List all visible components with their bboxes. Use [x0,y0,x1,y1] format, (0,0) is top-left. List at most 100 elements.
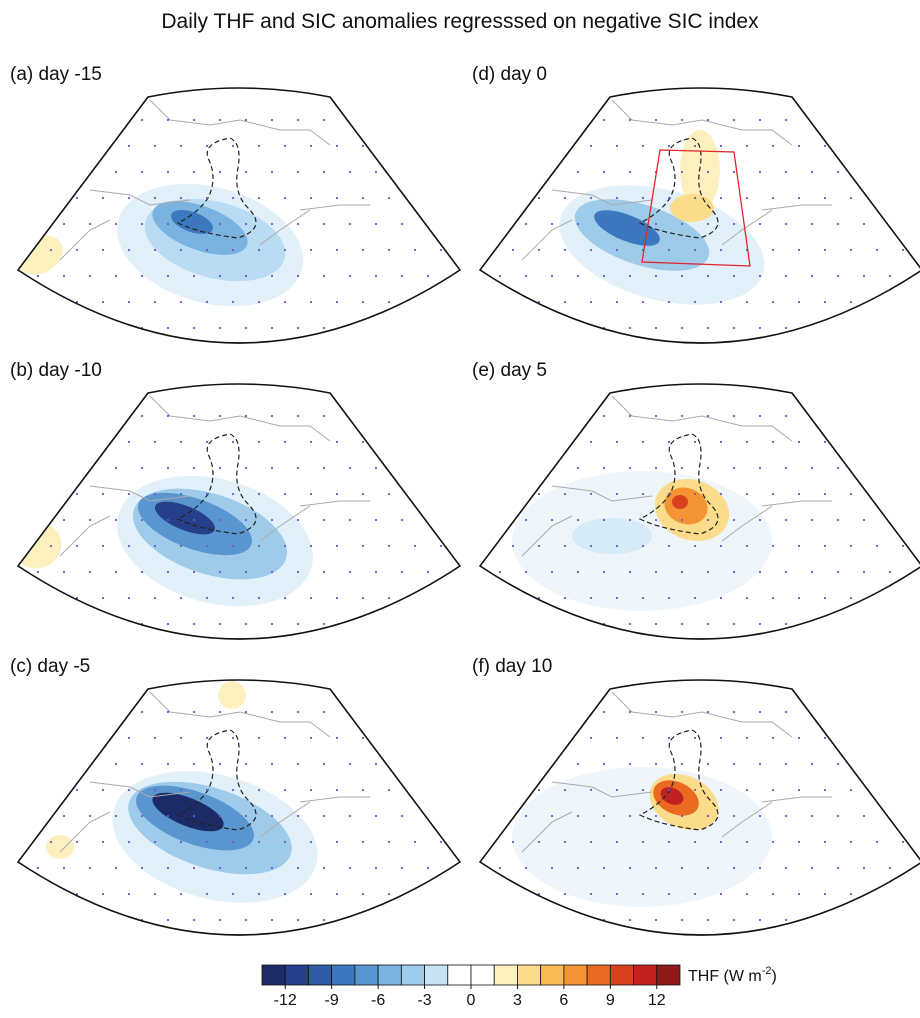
map-field [36,681,456,922]
grid-dot [153,788,157,792]
grid-dot [413,892,417,896]
grid-dot [101,196,105,200]
grid-dot [888,222,892,226]
grid-dot [628,622,632,626]
grid-dot [654,762,658,766]
grid-dot [550,518,554,522]
grid-dot [114,762,118,766]
grid-dot [140,518,144,522]
grid-dot [439,440,443,444]
grid-dot [387,736,391,740]
anomaly-contour [46,835,74,859]
grid-dot [88,866,92,870]
map-border [16,87,462,344]
grid-dot [75,440,79,444]
grid-dot [719,544,723,548]
grid-dot [706,762,710,766]
grid-dot [348,918,352,922]
grid-dot [49,440,53,444]
grid-dot [270,710,274,714]
grid-dot [466,249,468,251]
grid-dot [862,170,866,174]
grid-dot [641,144,645,148]
grid-dot [75,736,79,740]
grid-dot [875,300,879,304]
grid-dot [745,736,749,740]
colorbar-tick-label: -6 [371,992,385,1009]
grid-dot [62,710,66,714]
grid-dot [875,892,879,896]
grid-dot [49,492,53,496]
grid-dot [218,466,222,470]
grid-dot [888,118,892,122]
grid-dot [654,414,658,418]
grid-dot [49,144,53,148]
grid-dot [452,326,456,330]
grid-dot [413,144,417,148]
grid-dot [244,710,248,714]
grid-dot [563,544,567,548]
grid-dot [836,918,840,922]
grid-dot [719,736,723,740]
grid-dot [524,518,528,522]
grid-dot [231,788,235,792]
grid-dot [732,866,736,870]
grid-dot [706,118,710,122]
grid-dot [192,170,196,174]
grid-dot [667,840,671,844]
grid-dot [296,518,300,522]
grid-dot [49,596,53,600]
grid-dot [205,300,209,304]
grid-dot [348,866,352,870]
grid-dot [758,118,762,122]
grid-dot [179,840,183,844]
grid-dot [348,414,352,418]
grid-dot [537,736,541,740]
grid-dot [309,300,313,304]
grid-dot [283,544,287,548]
grid-dot [218,762,222,766]
grid-dot [680,710,684,714]
grid-dot [348,466,352,470]
grid-dot [426,274,430,278]
grid-dot [797,144,801,148]
grid-dot [888,274,892,278]
grid-dot [244,570,248,574]
grid-dot [153,248,157,252]
grid-dot [49,544,53,548]
grid-dot [888,710,892,714]
grid-dot [231,492,235,496]
grid-dot [550,814,554,818]
grid-dot [374,866,378,870]
grid-dot [205,144,209,148]
grid-dot [153,492,157,496]
colorbar-box [261,964,286,986]
colorbar-box [284,964,309,986]
grid-dot [322,414,326,418]
grid-dot [466,197,468,199]
grid-dot [348,118,352,122]
grid-dot [400,274,404,278]
grid-dot [205,892,209,896]
grid-dot [628,326,632,330]
colorbar-tick-label: -3 [417,992,431,1009]
grid-dot [576,918,580,922]
grid-dot [498,222,502,226]
grid-dot [153,144,157,148]
grid-dot [888,570,892,574]
grid-dot [524,814,528,818]
grid-dot [641,596,645,600]
grid-dot [849,544,853,548]
grid-dot [654,918,658,922]
anomaly-contour [218,681,246,709]
grid-dot [296,274,300,278]
panel-label: (f) day 10 [472,656,552,677]
grid-dot [706,866,710,870]
grid-dot [36,222,40,226]
grid-dot [257,840,261,844]
colorbar-box [470,964,495,986]
grid-dot [400,622,404,626]
grid-dot [439,736,443,740]
grid-dot [706,710,710,714]
grid-dot [732,518,736,522]
